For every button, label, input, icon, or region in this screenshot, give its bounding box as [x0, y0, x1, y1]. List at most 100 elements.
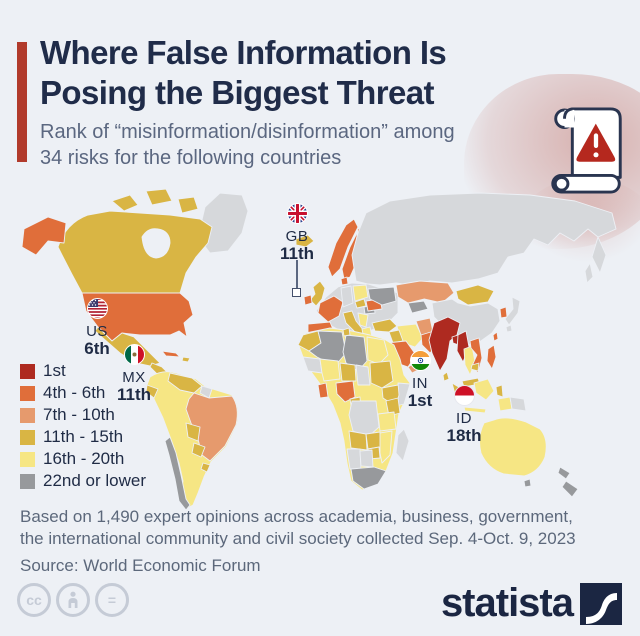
- equals-glyph: =: [107, 592, 117, 608]
- legend-label: 4th - 6th: [43, 383, 106, 402]
- region-zambia: [365, 431, 382, 450]
- region-uk: [309, 280, 326, 307]
- region-ukraine: [367, 286, 397, 306]
- region-balkans: [357, 312, 369, 328]
- region-kenya: [385, 397, 401, 417]
- footer-line-1: Based on 1,490 expert opinions across ac…: [20, 507, 573, 526]
- region-niger: [339, 362, 357, 382]
- region-denmark: [340, 276, 349, 286]
- india-flag-icon: [409, 350, 431, 371]
- legend-swatch: [20, 363, 35, 379]
- region-india: [428, 316, 461, 372]
- us-flag-icon: [86, 298, 108, 319]
- gb-connector-line: [296, 260, 298, 288]
- region-tanzania: [377, 411, 397, 432]
- legend-swatch: [20, 429, 35, 445]
- region-borneo: [473, 378, 495, 401]
- region-taiwan: [492, 331, 499, 342]
- callout-rank: 18th: [446, 426, 482, 445]
- region-japan: [504, 296, 521, 326]
- region-uzbekistan: [407, 300, 429, 314]
- source-line: Source: World Economic Forum: [20, 556, 261, 575]
- callout-gb: GB 11th: [262, 203, 332, 262]
- subtitle-line-2: 34 risks for the following countries: [40, 147, 342, 169]
- no-derivatives-icon: =: [95, 583, 129, 617]
- statista-logo[interactable]: statista: [441, 581, 622, 626]
- region-ireland: [303, 294, 313, 306]
- region-mongolia: [455, 284, 495, 306]
- title-line-1: Where False Information Is: [40, 34, 447, 71]
- legend-swatch: [20, 473, 35, 489]
- page-subtitle: Rank of “misinformation/disinformation” …: [40, 119, 455, 171]
- hudson-bay: [141, 228, 171, 259]
- region-ecuador: [145, 384, 159, 399]
- region-hispaniola: [181, 356, 191, 363]
- cc-icon: cc: [17, 583, 51, 617]
- subtitle-line-1: Rank of “misinformation/disinformation” …: [40, 121, 455, 143]
- callout-id: ID 18th: [429, 385, 499, 444]
- region-mali: [319, 358, 341, 382]
- region-sakhalin: [584, 262, 594, 284]
- legend-label: 16th - 20th: [43, 449, 125, 468]
- legend-row: 1st: [20, 360, 146, 382]
- title-line-2: Posing the Biggest Threat: [40, 74, 434, 111]
- footer-note: Based on 1,490 expert opinions across ac…: [20, 506, 576, 577]
- region-egypt: [366, 336, 389, 365]
- legend-label: 1st: [43, 361, 66, 380]
- legend-row: 4th - 6th: [20, 382, 146, 404]
- title-accent-bar: [17, 42, 27, 162]
- region-alaska: [21, 216, 67, 256]
- region-japan-south: [505, 324, 513, 333]
- callout-country-code: ID: [456, 410, 472, 427]
- region-canada: [57, 210, 213, 294]
- gb-map-marker: [292, 288, 301, 297]
- region-botswana: [359, 449, 374, 468]
- indonesia-flag-icon: [453, 385, 475, 406]
- region-kazakhstan: [395, 280, 455, 304]
- callout-rank: 11th: [279, 244, 315, 263]
- legend-swatch: [20, 385, 35, 401]
- legend-label: 22nd or lower: [43, 471, 147, 490]
- region-iceland: [295, 234, 315, 248]
- region-turkey: [371, 318, 398, 333]
- region-philippines: [486, 344, 497, 370]
- region-angola: [348, 430, 368, 451]
- page-title: Where False Information Is Posing the Bi…: [40, 33, 447, 113]
- legend-swatch: [20, 407, 35, 423]
- region-sudan: [369, 360, 394, 389]
- map-legend: 1st 4th - 6th 7th - 10th 11th - 15th 16t…: [20, 360, 146, 492]
- region-sulawesi: [495, 384, 504, 398]
- callout-country-code: US: [86, 323, 108, 340]
- region-somalia: [395, 382, 411, 407]
- attribution-icon: [56, 583, 90, 617]
- legend-label: 7th - 10th: [43, 405, 115, 424]
- region-cuba: [161, 350, 181, 358]
- region-sri-lanka: [442, 371, 450, 382]
- region-java: [463, 406, 487, 414]
- statista-logo-text: statista: [440, 581, 574, 625]
- cc-glyph: cc: [26, 592, 42, 608]
- region-canada-islands: [177, 196, 199, 214]
- region-greenland: [197, 192, 249, 254]
- legend-row: 22nd or lower: [20, 470, 146, 492]
- legend-swatch: [20, 451, 35, 467]
- uk-flag-icon: [286, 203, 308, 224]
- region-czech: [354, 298, 367, 309]
- region-new-zealand-north: [557, 466, 571, 480]
- license-icons: cc =: [17, 583, 129, 617]
- callout-rank: 1st: [407, 391, 433, 410]
- region-russia: [351, 192, 617, 286]
- region-chile: [164, 436, 191, 511]
- callout-rank: 11th: [116, 385, 152, 404]
- callout-mx: MX 11th: [99, 344, 169, 403]
- region-norway: [327, 218, 359, 278]
- legend-row: 7th - 10th: [20, 404, 146, 426]
- region-germany: [340, 285, 354, 308]
- region-uruguay: [200, 462, 211, 473]
- region-canada-islands: [145, 188, 173, 206]
- legend-row: 11th - 15th: [20, 426, 146, 448]
- region-australia: [479, 417, 547, 477]
- region-kamchatka: [591, 236, 607, 274]
- region-france: [317, 295, 344, 323]
- region-chad: [355, 364, 371, 386]
